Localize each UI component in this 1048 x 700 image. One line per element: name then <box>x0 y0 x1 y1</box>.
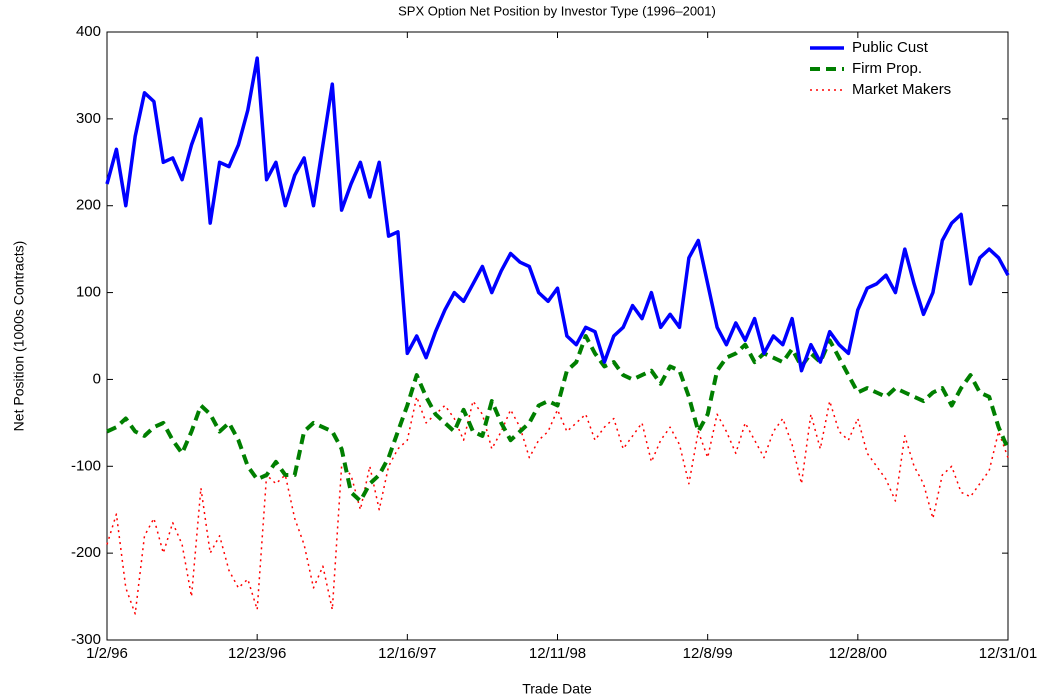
y-tick-label: 300 <box>76 110 101 127</box>
x-tick-label: 12/31/01 <box>979 645 1037 662</box>
x-tick-label: 12/16/97 <box>378 645 436 662</box>
y-tick-label: 200 <box>76 197 101 214</box>
legend-label: Market Makers <box>852 81 951 98</box>
y-tick-label: 100 <box>76 284 101 301</box>
x-tick-label: 12/8/99 <box>683 645 733 662</box>
x-tick-label: 12/23/96 <box>228 645 286 662</box>
chart-title: SPX Option Net Position by Investor Type… <box>398 3 716 18</box>
x-tick-label: 12/28/00 <box>829 645 887 662</box>
x-axis-label: Trade Date <box>522 681 592 697</box>
series-line <box>106 334 1010 503</box>
y-tick-label: 400 <box>76 23 101 40</box>
y-tick-label: 0 <box>93 370 101 387</box>
x-tick-label: 1/2/96 <box>86 645 128 662</box>
y-tick-label: -100 <box>71 457 101 474</box>
x-tick-label: 12/11/98 <box>529 645 586 662</box>
y-axis-label: Net Position (1000s Contracts) <box>11 241 27 432</box>
legend-label: Firm Prop. <box>852 60 922 77</box>
series-line <box>105 56 1010 373</box>
y-tick-label: -200 <box>71 544 101 561</box>
legend-label: Public Cust <box>852 39 929 56</box>
y-tick-label: -300 <box>71 631 101 648</box>
